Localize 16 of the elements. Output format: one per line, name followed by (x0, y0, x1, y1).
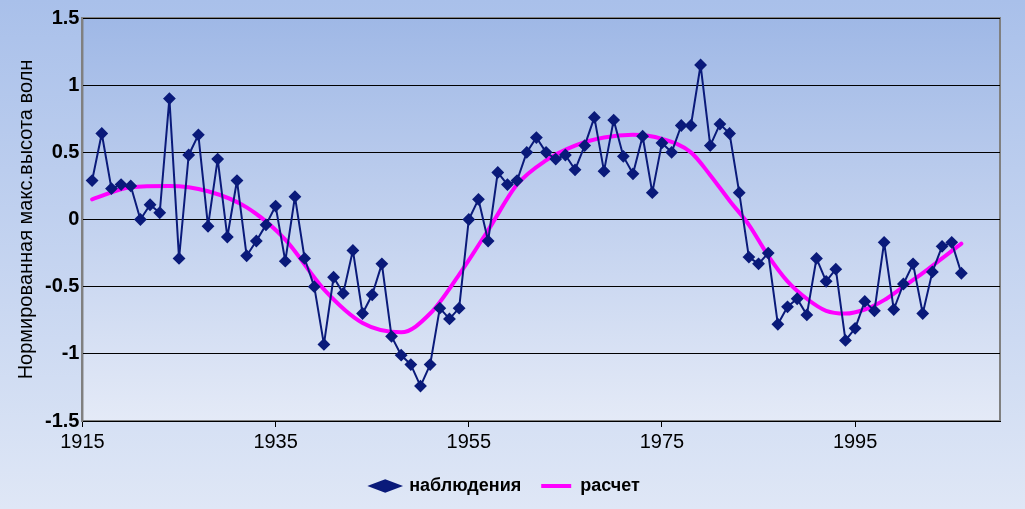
x-tick-label: 1915 (60, 429, 105, 452)
y-tick-label: 1.5 (51, 5, 80, 28)
x-tick-label: 1975 (639, 429, 685, 452)
x-tick-label: 1935 (253, 429, 298, 452)
y-tick-label: 0.5 (51, 139, 80, 162)
y-tick-label: -0.5 (44, 274, 80, 297)
legend-label: наблюдения (409, 474, 522, 495)
x-tick-label: 1955 (446, 429, 492, 452)
y-tick-label: 0 (68, 207, 80, 230)
y-tick-label: -1.5 (44, 408, 80, 431)
y-tick-label: -1 (61, 341, 80, 364)
y-tick-label: 1 (68, 72, 80, 95)
legend-label: расчет (580, 474, 640, 495)
y-axis-title: Нормированная макс.высота волн (13, 59, 36, 380)
line-series (90, 132, 964, 335)
x-tick-label: 1995 (832, 429, 878, 452)
